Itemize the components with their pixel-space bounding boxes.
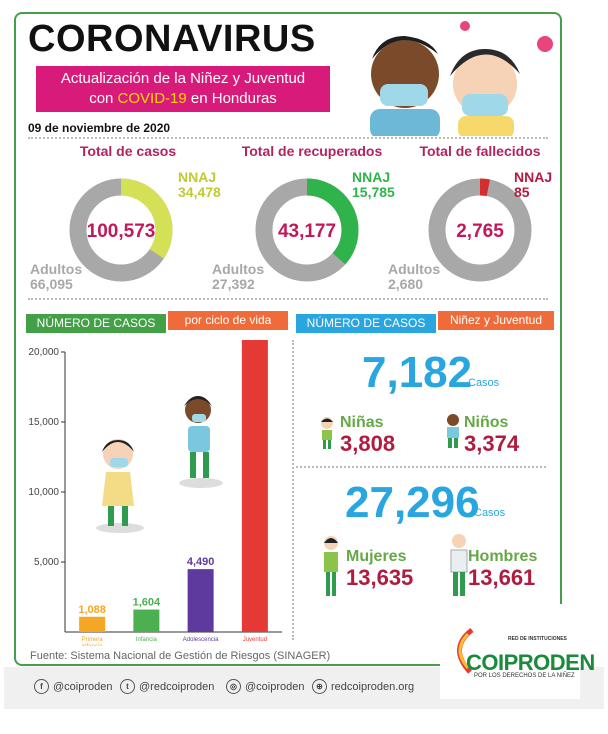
- girl-with-mask-illustration: [96, 439, 144, 533]
- bar-value-label: 1,604: [133, 597, 161, 609]
- donut-nnaj-arc: [69, 178, 173, 282]
- men-value: 13,661: [468, 565, 536, 590]
- bar-value-label: 1,088: [78, 604, 106, 616]
- subtitle-line-1: Actualización de la Niñez y Juventud: [60, 70, 306, 87]
- vertical-divider: [292, 340, 294, 640]
- logo-top-text: RED DE INSTITUCIONES: [508, 636, 567, 642]
- nnaj-deaths-label: NNAJ 85: [514, 169, 553, 200]
- category-label: infancia: [82, 644, 103, 646]
- bar-1: [79, 616, 106, 632]
- instagram-link[interactable]: ◎ @coiproden: [226, 679, 304, 694]
- divider: [28, 137, 548, 139]
- summary-title-recovered: Total de recuperados: [241, 143, 383, 159]
- logo-name: COIPRODEN: [466, 650, 595, 675]
- children-with-masks-illustration: [370, 21, 553, 136]
- facebook-icon: f: [34, 679, 49, 694]
- twitter-icon: t: [120, 679, 135, 694]
- report-date: 09 de noviembre de 2020: [28, 121, 171, 135]
- logo-swoosh-icon: [457, 628, 474, 674]
- nnaj-cases-label: NNAJ 34,478: [178, 169, 221, 200]
- man-icon: [450, 534, 468, 596]
- adults-recovered-label: Adultos 27,392: [212, 261, 265, 292]
- category-label: Primera: [82, 637, 104, 643]
- boy-with-mask-illustration: [179, 396, 223, 488]
- boy-icon: [447, 414, 459, 448]
- bar-2: [133, 609, 160, 632]
- section-label-right-a: NÚMERO DE CASOS: [296, 314, 436, 333]
- y-tick-label: 5,000: [34, 557, 59, 568]
- donut-total-cases: 100,573: [69, 178, 173, 282]
- men-label: Hombres: [468, 548, 538, 565]
- section-label-left-a: NÚMERO DE CASOS: [26, 314, 166, 333]
- data-source: Fuente: Sistema Nacional de Gestión de R…: [30, 650, 331, 662]
- girls-label: Niñas: [340, 414, 384, 431]
- divider: [28, 298, 548, 300]
- children-total-value: 7,182: [362, 348, 473, 397]
- nnaj-recovered-label: NNAJ 15,785: [352, 169, 395, 200]
- donut-total-value: 43,177: [278, 221, 336, 242]
- infographic-frame: [14, 12, 562, 666]
- cases-by-life-cycle-chart: 5,000 10,000 15,000 20,000 1,088 Primerainfan…: [28, 340, 282, 646]
- adults-deaths-label: Adultos 2,680: [388, 261, 441, 292]
- y-tick-label: 20,000: [28, 347, 59, 358]
- category-label: Infancia: [136, 637, 158, 643]
- boys-label: Niños: [464, 414, 509, 431]
- globe-icon: ⊕: [312, 679, 327, 694]
- donut-nnaj-arc: [255, 178, 359, 282]
- woman-icon: [324, 536, 338, 596]
- divider: [296, 466, 546, 468]
- twitter-link[interactable]: t @redcoiproden: [120, 679, 214, 694]
- facebook-link[interactable]: f @coiproden: [34, 679, 112, 694]
- coiproden-logo: [440, 604, 580, 699]
- y-tick-label: 15,000: [28, 417, 59, 428]
- bar-4: [241, 340, 268, 632]
- section-label-left-b: por ciclo de vida: [168, 311, 288, 330]
- subtitle-line-2: con COVID-19 en Honduras: [89, 90, 277, 107]
- donut-nnaj-arc: [428, 178, 532, 282]
- category-label: Adolescencia: [183, 637, 219, 643]
- girls-value: 3,808: [340, 431, 396, 456]
- girl-icon: [321, 417, 333, 449]
- children-total-unit: Casos: [468, 377, 500, 389]
- bar-value-label: 4,490: [187, 556, 215, 568]
- subtitle-banner: Actualización de la Niñez y Juventud con…: [36, 66, 330, 112]
- adults-cases-label: Adultos 66,095: [30, 261, 83, 292]
- donut-total-deaths: 2,765: [428, 178, 532, 282]
- page-title: CORONAVIRUS: [28, 18, 316, 60]
- summary-title-cases: Total de casos: [79, 143, 177, 159]
- women-value: 13,635: [346, 565, 414, 590]
- youth-total-value: 27,296: [345, 478, 480, 527]
- instagram-icon: ◎: [226, 679, 241, 694]
- women-label: Mujeres: [346, 548, 407, 565]
- donut-total-value: 2,765: [456, 221, 504, 242]
- website-link[interactable]: ⊕ redcoiproden.org: [312, 679, 414, 694]
- y-tick-label: 10,000: [28, 487, 59, 498]
- boys-value: 3,374: [464, 431, 520, 456]
- youth-total-unit: Casos: [474, 507, 506, 519]
- category-label: Juventud: [243, 637, 267, 643]
- donut-total-value: 100,573: [87, 221, 156, 242]
- summary-title-deaths: Total de fallecidos: [419, 143, 541, 159]
- logo-tagline: POR LOS DERECHOS DE LA NIÑEZ: [474, 673, 575, 679]
- section-label-right-b: Niñez y Juventud: [438, 311, 554, 330]
- donut-total-recovered: 43,177: [255, 178, 359, 282]
- bar-3: [187, 569, 214, 632]
